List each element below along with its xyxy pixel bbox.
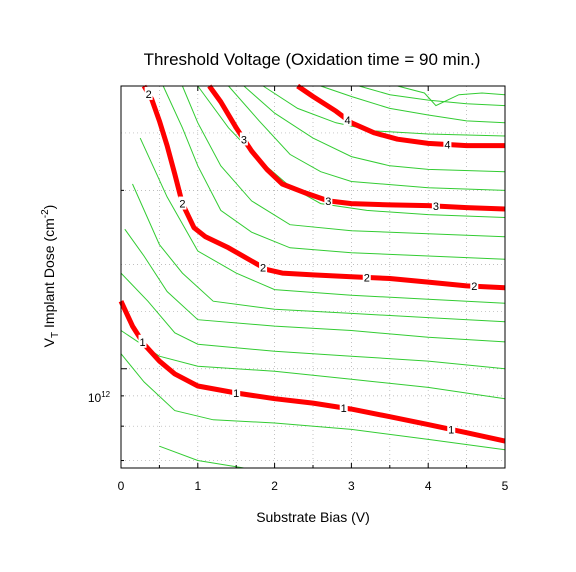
contour-label: 1 — [448, 424, 454, 436]
major-contours — [118, 83, 506, 444]
major-contour-line — [141, 84, 506, 291]
y-axis-label: VT Implant Dose (cm-2) — [40, 205, 61, 348]
y-tick-label: 1012 — [88, 390, 111, 405]
minor-contours — [120, 85, 506, 469]
contour-label-bg — [259, 260, 268, 274]
contour-label: 3 — [325, 196, 331, 208]
contour-label: 3 — [241, 134, 247, 146]
y-axis-ticks — [121, 85, 127, 462]
contour-label: 4 — [444, 140, 450, 152]
contour-label-bg — [178, 196, 187, 210]
x-axis-ticks: 0 1 2 3 4 5 — [118, 86, 509, 493]
x-tick-label: 3 — [348, 479, 355, 493]
minor-contour-line — [132, 183, 506, 323]
contour-label-bg — [470, 279, 479, 293]
x-tick-label: 5 — [502, 479, 509, 493]
minor-contour-line — [320, 85, 506, 124]
contour-label: 2 — [179, 199, 185, 211]
major-contour-line — [296, 83, 505, 149]
contour-label-bg — [447, 422, 456, 436]
minor-contour-line — [120, 353, 506, 451]
contour-label: 1 — [139, 337, 145, 349]
contour-label: 4 — [344, 115, 350, 127]
contour-label: 2 — [260, 262, 266, 274]
contour-label: 3 — [433, 201, 439, 213]
contour-label: 2 — [471, 281, 477, 293]
minor-contour-line — [124, 228, 506, 343]
contour-label-bg — [144, 86, 153, 100]
x-axis-label: Substrate Bias (V) — [256, 509, 370, 525]
major-contour-line — [207, 84, 506, 212]
contour-label: 2 — [364, 272, 370, 284]
contour-label-bg — [443, 137, 452, 151]
minor-contour-line — [358, 85, 506, 107]
contour-labels: 1 1 1 1 2 2 2 2 2 3 3 3 4 4 — [138, 86, 479, 436]
contour-label-bg — [431, 199, 440, 213]
contour-label: 1 — [341, 403, 347, 415]
x-tick-label: 0 — [118, 479, 125, 493]
contour-label-bg — [232, 386, 241, 400]
contour-label-bg — [339, 400, 348, 414]
chart-title: Threshold Voltage (Oxidation time = 90 m… — [144, 50, 481, 69]
contour-label-bg — [343, 112, 352, 126]
contour-label-bg — [362, 270, 371, 284]
minor-contour-line — [120, 272, 506, 370]
contour-label: 1 — [233, 388, 239, 400]
minor-contour-line — [181, 85, 506, 238]
x-tick-label: 1 — [194, 479, 201, 493]
minor-contour-line — [159, 445, 244, 469]
minor-contour-line — [397, 85, 506, 107]
contour-label-bg — [138, 334, 147, 348]
minor-contour-line — [120, 330, 506, 400]
contour-label-bg — [324, 193, 333, 207]
minor-contour-line — [139, 137, 506, 304]
minor-contour-line — [228, 85, 506, 191]
minor-contour-line — [162, 85, 506, 260]
major-contour-line — [118, 300, 506, 444]
x-tick-label: 4 — [425, 479, 432, 493]
contour-label: 2 — [146, 89, 152, 101]
x-tick-label: 2 — [271, 479, 278, 493]
minor-contour-line — [243, 85, 506, 173]
contour-label-bg — [239, 132, 248, 146]
